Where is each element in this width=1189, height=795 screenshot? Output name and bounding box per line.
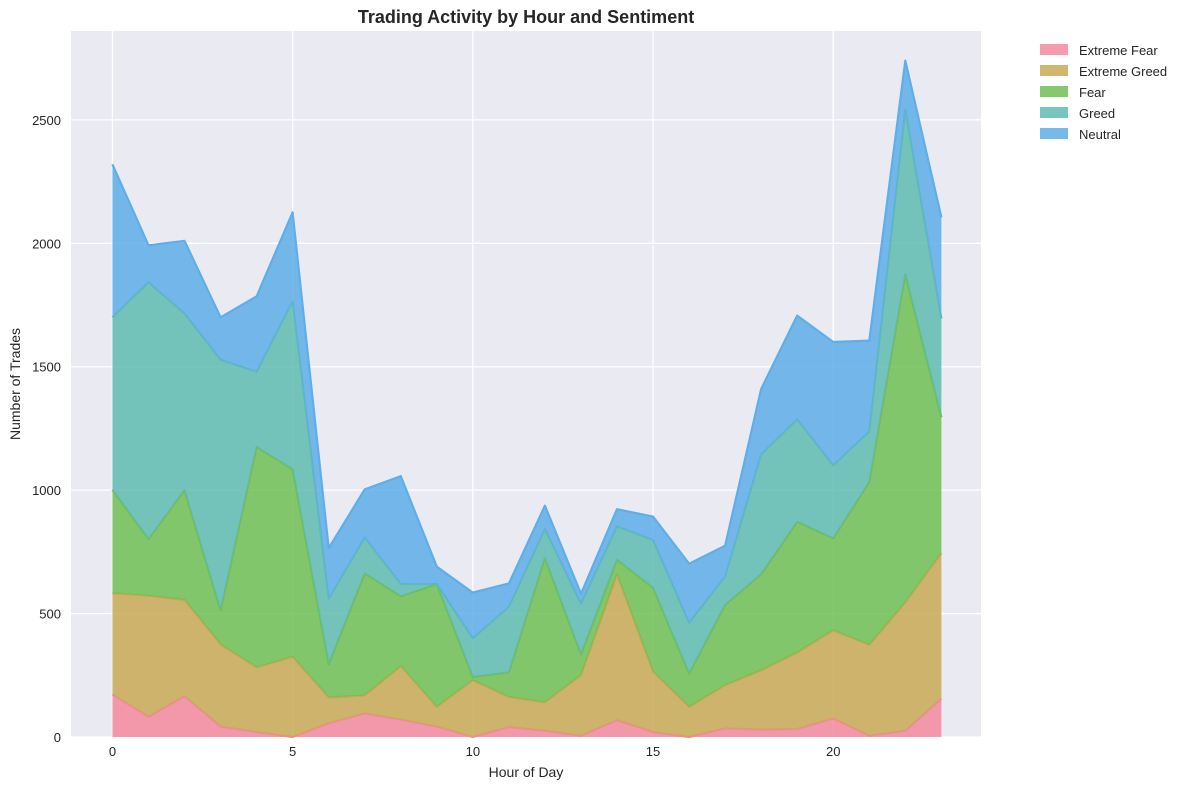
legend-swatch-fear — [1040, 86, 1068, 97]
x-tick-label: 5 — [289, 744, 296, 759]
y-tick-label: 1500 — [32, 360, 61, 375]
legend-label-fear: Fear — [1079, 85, 1106, 100]
area-greed — [112, 110, 942, 677]
chart-title: Trading Activity by Hour and Sentiment — [358, 7, 694, 27]
legend-swatch-extreme-fear — [1040, 44, 1068, 55]
area-extreme-fear — [112, 694, 942, 737]
y-tick-label: 2000 — [32, 236, 61, 251]
x-tick-label: 15 — [646, 744, 660, 759]
tick-labels: 0 5 10 15 20 0 500 1000 1500 2000 2500 — [32, 113, 840, 759]
legend-swatch-neutral — [1040, 128, 1068, 139]
y-tick-label: 1000 — [32, 483, 61, 498]
y-axis-label: Number of Trades — [7, 328, 23, 440]
y-tick-label: 500 — [39, 607, 61, 622]
y-tick-label: 0 — [54, 730, 61, 745]
legend: Extreme Fear Extreme Greed Fear Greed Neutra… — [1040, 43, 1167, 142]
x-axis-label: Hour of Day — [489, 764, 564, 780]
legend-swatch-greed — [1040, 107, 1068, 118]
area-neutral — [112, 60, 942, 639]
area-extreme-greed — [112, 553, 942, 737]
x-tick-label: 20 — [826, 744, 840, 759]
legend-label-neutral: Neutral — [1079, 127, 1121, 142]
y-tick-label: 2500 — [32, 113, 61, 128]
x-tick-label: 10 — [466, 744, 480, 759]
legend-label-greed: Greed — [1079, 106, 1115, 121]
area-fear — [112, 274, 942, 707]
area-series — [111, 59, 943, 739]
area-edge-neutral — [111, 59, 943, 595]
legend-label-extreme-fear: Extreme Fear — [1079, 43, 1158, 58]
legend-swatch-extreme-greed — [1040, 65, 1068, 76]
legend-label-extreme-greed: Extreme Greed — [1079, 64, 1167, 79]
x-tick-label: 0 — [109, 744, 116, 759]
